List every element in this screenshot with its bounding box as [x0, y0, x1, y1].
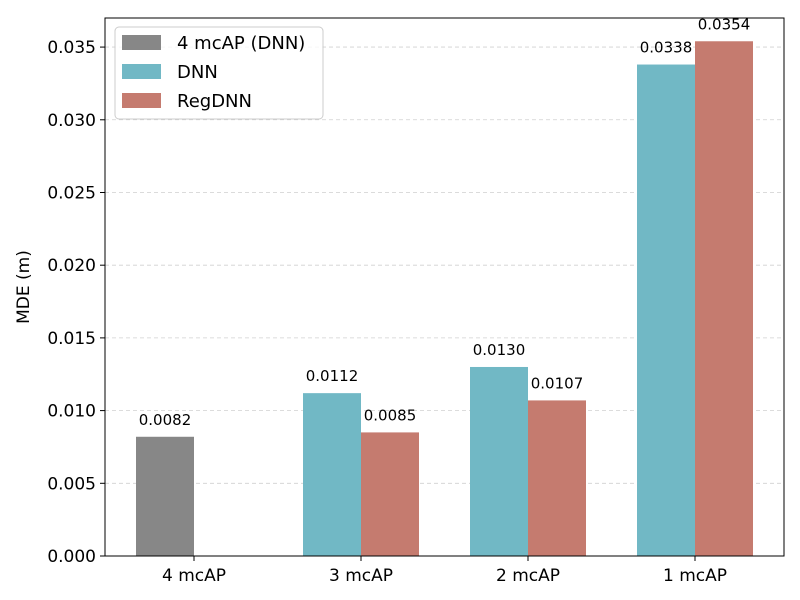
data-label-regdnn-2-mcap: 0.0107	[531, 374, 584, 392]
bar-dnn-1-mcap	[637, 64, 695, 557]
legend-swatch-4-mcap-dnn	[122, 35, 161, 50]
legend-label-4-mcap-dnn: 4 mcAP (DNN)	[177, 33, 305, 54]
legend-swatch-regdnn	[122, 93, 161, 108]
data-label-dnn-1-mcap: 0.0338	[640, 39, 693, 57]
data-labels: 0.0082 0.0112 0.0085 0.0130 0.0107 0.0338 0.03…	[139, 15, 751, 429]
y-tick-label: 0.005	[47, 474, 96, 494]
bar-4-mcap-dnn-4-mcap	[136, 436, 194, 556]
x-tick-label: 4 mcAP	[162, 566, 226, 586]
legend: 4 mcAP (DNN) DNN RegDNN	[114, 26, 324, 120]
data-label-regdnn-3-mcap: 0.0085	[364, 406, 417, 424]
legend-label-regdnn: RegDNN	[177, 91, 252, 112]
data-label-regdnn-1-mcap: 0.0354	[698, 15, 751, 33]
bar-regdnn-2-mcap	[528, 400, 586, 556]
bar-regdnn-3-mcap	[361, 432, 419, 556]
data-label-dnn-3-mcap: 0.0112	[306, 367, 359, 385]
y-tick-label: 0.030	[47, 111, 96, 131]
y-tick-label: 0.015	[47, 329, 96, 349]
y-tick-label: 0.025	[47, 183, 96, 203]
y-tick-label: 0.000	[47, 547, 96, 567]
y-tick-label: 0.035	[47, 38, 96, 58]
bar-regdnn-1-mcap	[695, 41, 753, 556]
x-tick-label: 3 mcAP	[329, 566, 393, 586]
axes: 0.000 0.005 0.010 0.015 0.020 0.025 0.030 0.035…	[47, 17, 785, 586]
y-axis-label: MDE (m)	[14, 250, 34, 324]
bars	[136, 41, 753, 557]
y-tick-label: 0.020	[47, 256, 96, 276]
bar-dnn-3-mcap	[303, 393, 361, 556]
legend-frame	[114, 26, 324, 120]
legend-label-dnn: DNN	[177, 62, 218, 83]
y-tick-label: 0.010	[47, 402, 96, 422]
bar-dnn-2-mcap	[470, 366, 528, 556]
grid-lines	[105, 46, 784, 557]
x-tick-label: 1 mcAP	[663, 566, 727, 586]
data-label-dnn-2-mcap: 0.0130	[473, 341, 526, 359]
plot-frame	[104, 17, 785, 557]
x-tick-label: 2 mcAP	[496, 566, 560, 586]
data-label-4-mcap-dnn-4-mcap: 0.0082	[139, 411, 192, 429]
legend-swatch-dnn	[122, 64, 161, 79]
